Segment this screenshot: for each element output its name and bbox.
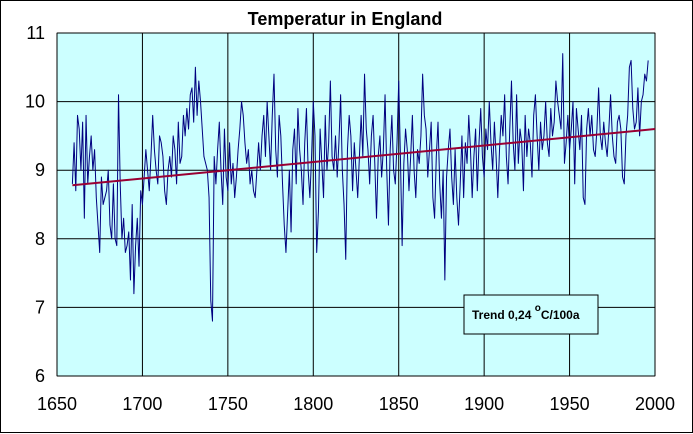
trend-text-prefix: Trend 0,24: [472, 308, 535, 322]
y-tick-label: 7: [35, 297, 45, 317]
y-axis-ticks: 6 7 8 9 10 11: [25, 23, 45, 386]
x-tick-label: 1900: [464, 394, 504, 414]
y-tick-label: 8: [35, 229, 45, 249]
x-tick-label: 1750: [208, 394, 248, 414]
trend-text-suffix: C/100a: [541, 308, 580, 322]
y-tick-label: 11: [26, 23, 45, 43]
chart-title: Temperatur in England: [248, 9, 443, 29]
x-tick-label: 2000: [635, 394, 675, 414]
x-tick-label: 1850: [379, 394, 419, 414]
x-axis-ticks: 1650 1700 1750 1800 1850 1900 1950 2000: [37, 394, 675, 414]
y-tick-label: 6: [35, 366, 45, 386]
x-tick-label: 1700: [122, 394, 162, 414]
y-tick-label: 9: [35, 160, 45, 180]
x-tick-label: 1950: [550, 394, 590, 414]
svg-text:Trend 0,24 oC/100a: Trend 0,24 oC/100a: [472, 303, 580, 322]
temperature-series-line: [71, 53, 649, 322]
trend-degree-superscript: o: [535, 303, 541, 314]
grid-lines: [56, 32, 656, 377]
y-tick-label: 10: [25, 92, 45, 112]
x-tick-label: 1650: [37, 394, 77, 414]
trend-annotation: Trend 0,24 oC/100a: [463, 294, 599, 335]
trend-annotation-box: [463, 294, 599, 335]
x-tick-label: 1800: [293, 394, 333, 414]
trend-line: [72, 128, 656, 187]
series-layer: [71, 53, 656, 322]
